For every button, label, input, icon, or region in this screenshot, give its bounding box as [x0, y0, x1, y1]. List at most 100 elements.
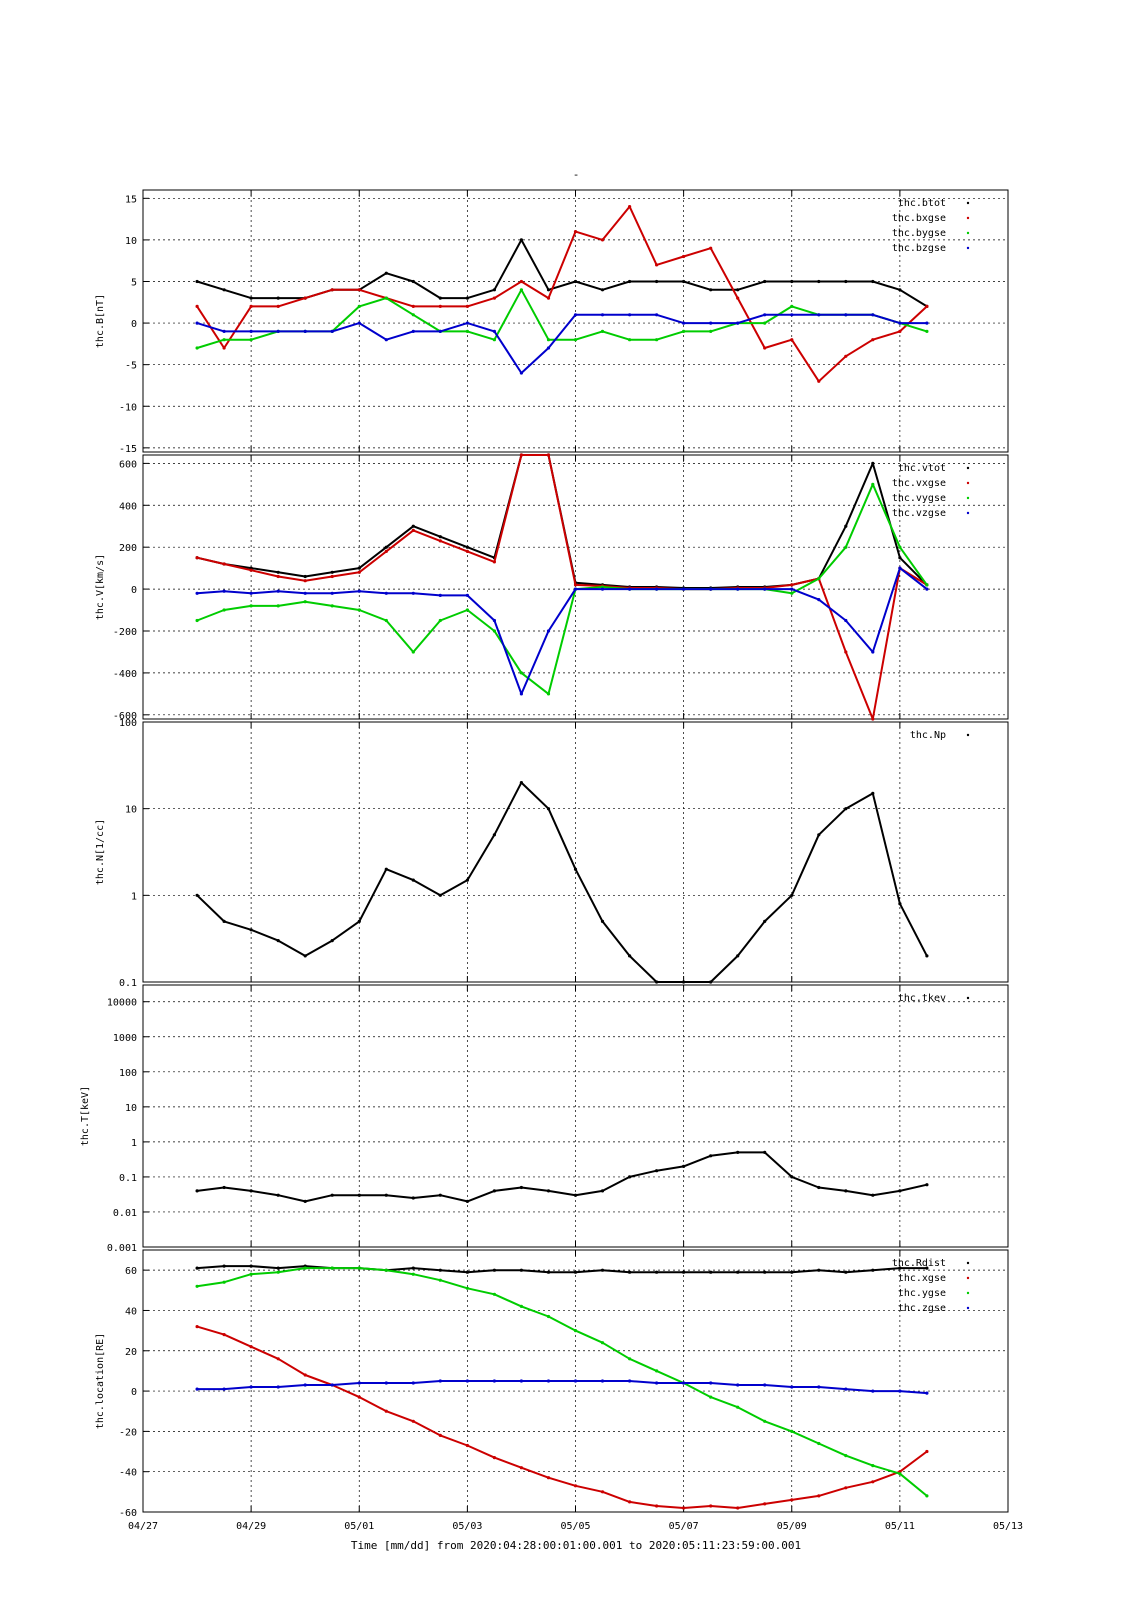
data-point [276, 304, 280, 308]
y-tick-label: 0.01 [113, 1208, 137, 1219]
series-line-thc-bxgse [196, 205, 928, 383]
data-point [546, 1189, 551, 1193]
data-point [628, 1270, 632, 1274]
data-point [600, 329, 605, 333]
legend-label: thc.bxgse [892, 213, 946, 224]
data-point [357, 1381, 361, 1385]
data-point [790, 1385, 794, 1389]
data-point [763, 279, 767, 284]
data-point [655, 279, 659, 284]
data-point [546, 1476, 551, 1480]
data-point [249, 1385, 253, 1389]
y-axis-label: thc.T[keV] [80, 1086, 91, 1146]
data-point [817, 1185, 821, 1190]
data-point [600, 313, 605, 317]
data-point [249, 1272, 253, 1276]
y-tick-label: 0 [131, 319, 137, 330]
data-point [898, 566, 902, 570]
data-point [438, 1268, 442, 1272]
series-line-thc-vygse [196, 483, 928, 695]
data-point [492, 338, 496, 342]
x-axis-label: Time [mm/dd] from 2020:04:28:00:01:00.00… [351, 1539, 801, 1552]
data-point [195, 279, 199, 284]
data-point [465, 1270, 469, 1274]
data-point [546, 692, 551, 696]
data-point [573, 1193, 578, 1197]
data-point [655, 980, 659, 984]
data-point [303, 1383, 307, 1387]
data-point [492, 329, 496, 333]
data-point [790, 1498, 794, 1502]
series-line-thc-zgse [197, 1380, 927, 1395]
data-point [411, 329, 415, 333]
data-point [709, 321, 713, 325]
data-point [222, 589, 226, 593]
data-point [357, 589, 361, 593]
data-point [898, 1189, 902, 1193]
data-point [330, 1383, 334, 1387]
data-point [682, 321, 686, 325]
data-point [628, 338, 632, 342]
data-point [492, 1292, 496, 1296]
data-point [844, 524, 848, 528]
data-point [411, 878, 415, 882]
data-point [519, 288, 524, 292]
y-tick-label: 100 [119, 1068, 137, 1079]
data-point [438, 535, 442, 539]
data-point [465, 1199, 469, 1203]
data-point [357, 608, 361, 612]
data-point [736, 1383, 740, 1387]
data-point [222, 1264, 226, 1268]
data-point [546, 1379, 551, 1383]
legend-label: thc.vygse [892, 493, 946, 504]
legend-marker [966, 1306, 970, 1310]
data-point [546, 629, 551, 633]
data-point [249, 568, 253, 572]
data-point [709, 288, 713, 292]
legend-label: thc.bzgse [892, 243, 946, 254]
y-tick-label: -20 [119, 1427, 137, 1438]
data-point [763, 1150, 767, 1154]
data-point [736, 288, 740, 292]
series-line-thc-ygse [196, 1267, 928, 1497]
data-point [411, 650, 415, 654]
data-point [871, 482, 875, 486]
data-point [871, 313, 875, 317]
data-point [357, 566, 361, 570]
data-point [249, 604, 253, 608]
data-point [546, 807, 551, 811]
data-point [844, 279, 848, 284]
data-point [276, 1385, 280, 1389]
y-tick-label: 600 [119, 459, 137, 470]
data-point [790, 338, 794, 342]
data-point [817, 1441, 821, 1446]
series-line-thc-Np [196, 781, 928, 983]
legend-marker [966, 733, 970, 737]
data-point [925, 329, 929, 333]
data-point [682, 279, 686, 284]
data-point [600, 1490, 605, 1494]
data-point [573, 867, 578, 871]
data-point [898, 1266, 902, 1270]
data-point [195, 591, 199, 595]
data-point [844, 650, 848, 654]
data-point [925, 954, 929, 958]
x-tick-label: 04/27 [128, 1521, 158, 1532]
data-point [303, 591, 307, 595]
data-point [303, 579, 307, 583]
data-point [465, 1443, 469, 1448]
data-point [682, 329, 686, 333]
data-point [925, 587, 929, 591]
legend-marker [966, 996, 970, 1000]
data-point [411, 304, 415, 308]
data-point [492, 629, 496, 633]
legend-label: thc.vxgse [892, 478, 946, 489]
data-point [844, 807, 848, 811]
data-point [465, 545, 469, 549]
data-point [871, 1193, 875, 1197]
data-point [898, 545, 902, 549]
data-point [790, 313, 794, 317]
data-point [330, 591, 334, 595]
y-tick-label: -400 [113, 669, 137, 680]
legend-label: thc.Np [910, 730, 946, 741]
